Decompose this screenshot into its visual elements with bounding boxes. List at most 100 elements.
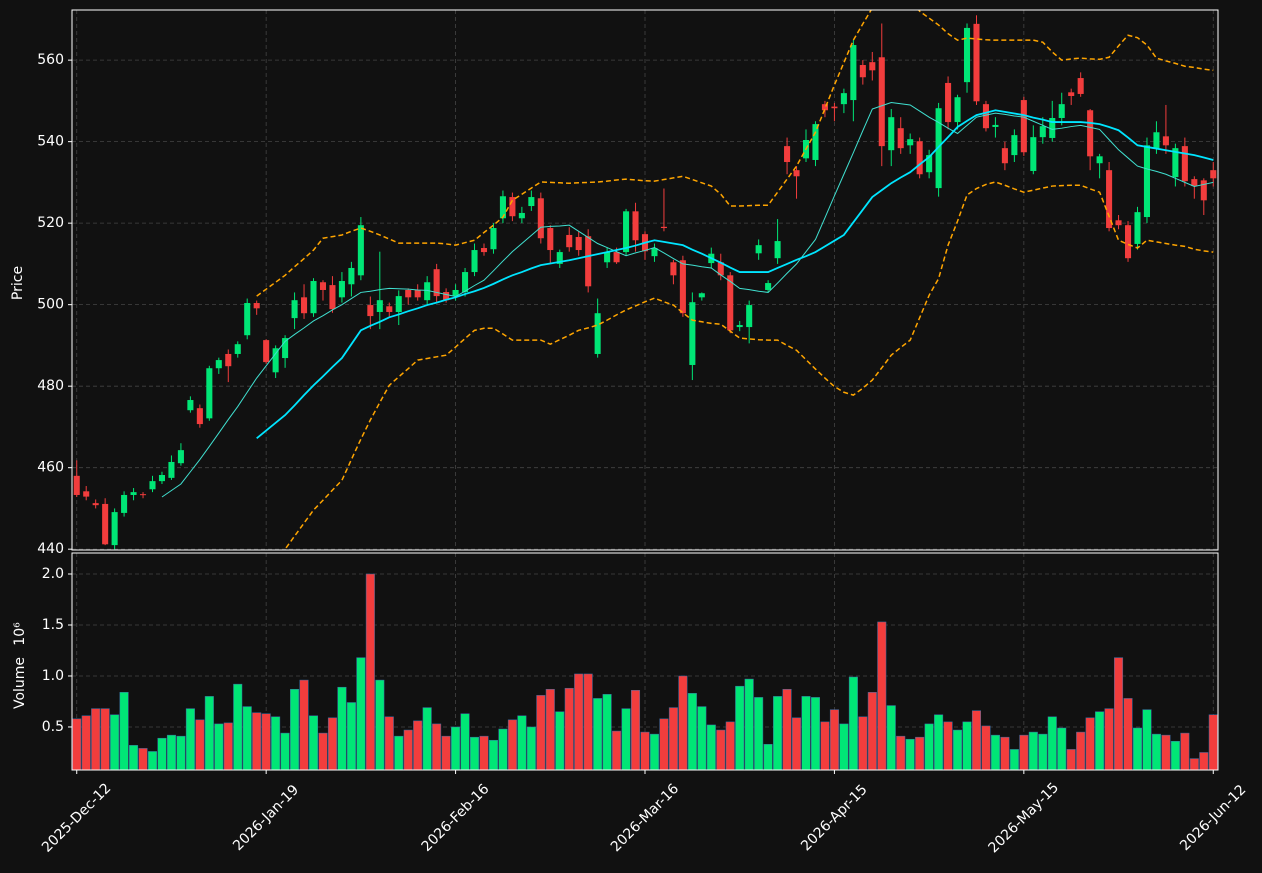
candle-body	[130, 492, 137, 495]
volume-bar	[659, 718, 669, 770]
candle-body	[897, 128, 904, 149]
volume-bar	[915, 736, 925, 770]
candle-body	[386, 306, 393, 312]
volume-bar	[318, 732, 328, 770]
volume-bar	[451, 726, 461, 770]
volume-bar	[432, 723, 442, 770]
candle-body	[746, 305, 753, 328]
volume-bar	[829, 709, 839, 770]
volume-tick-label: 1.0	[42, 668, 64, 684]
volume-bar	[1038, 733, 1048, 770]
candle-body	[1200, 180, 1207, 201]
candle-body	[755, 245, 762, 254]
candle-body	[225, 353, 232, 367]
candle-body	[840, 93, 847, 105]
volume-bar	[1057, 727, 1067, 770]
volume-bar	[792, 717, 802, 770]
volume-plot	[72, 573, 1218, 770]
volume-bar	[896, 735, 906, 770]
candle-body	[973, 23, 980, 102]
candle-body	[1001, 148, 1008, 164]
candle-body	[812, 124, 819, 160]
price-plot	[73, 10, 1217, 550]
candle-body	[196, 408, 203, 425]
candle-body	[140, 494, 147, 496]
candle-body	[1124, 225, 1132, 259]
candle-body	[765, 283, 772, 290]
volume-bar	[1199, 752, 1209, 770]
y-tick-label: 480	[37, 378, 64, 394]
volume-bar	[223, 722, 233, 770]
volume-bar	[91, 708, 101, 770]
volume-bar	[886, 705, 896, 770]
candle-body	[1030, 137, 1037, 171]
volume-bar	[413, 720, 423, 770]
volume-bar	[1208, 714, 1218, 770]
candle-body	[234, 344, 241, 354]
volume-bar	[744, 678, 754, 770]
candle-body	[433, 269, 440, 297]
candle-body	[907, 139, 914, 146]
candle-body	[348, 267, 355, 285]
volume-bar	[403, 729, 413, 770]
volume-bar	[583, 673, 593, 770]
candle-body	[1210, 170, 1217, 179]
volume-bar	[877, 621, 887, 770]
volume-bar	[81, 715, 91, 770]
volume-bar	[394, 735, 404, 770]
volume-bar	[147, 751, 158, 770]
volume-bar	[990, 734, 1000, 770]
volume-bar	[526, 726, 536, 770]
volume-bar	[384, 716, 394, 770]
volume-tick-label: 0.5	[42, 719, 64, 735]
volume-bar	[346, 702, 356, 770]
volume-bar	[138, 748, 148, 770]
volume-bar	[858, 716, 868, 770]
volume-bar	[441, 735, 451, 770]
candle-body	[916, 141, 923, 175]
candle-body	[575, 237, 582, 251]
candle-body	[679, 260, 686, 314]
volume-bar	[166, 734, 176, 770]
candle-body	[206, 368, 213, 419]
volume-bar	[72, 718, 82, 770]
volume-bar	[706, 724, 716, 770]
volume-bar	[848, 676, 858, 770]
volume-bar	[1189, 758, 1199, 770]
candle-body	[357, 225, 364, 276]
price-frame	[71, 9, 1219, 551]
candle-body	[717, 262, 724, 276]
candle-body	[168, 461, 175, 478]
volume-bar	[1095, 711, 1105, 770]
volume-bar	[1000, 736, 1010, 770]
volume-bar	[782, 688, 792, 770]
candle-body	[604, 252, 611, 263]
candle-body	[878, 57, 885, 147]
volume-bar	[365, 573, 375, 770]
candle-body	[291, 300, 298, 319]
candle-body	[1115, 220, 1122, 226]
volume-bar	[924, 723, 934, 770]
candle-body	[263, 340, 270, 363]
candle-body	[282, 338, 289, 359]
candle-body	[945, 82, 952, 123]
candle-body	[367, 305, 374, 317]
volume-bar	[1066, 749, 1076, 770]
candle-body	[1011, 135, 1018, 156]
candle-body	[395, 296, 402, 312]
volume-bar	[119, 692, 129, 770]
indicator-line	[256, 10, 1214, 297]
volume-bar	[233, 683, 243, 770]
candle-body	[859, 65, 866, 78]
candle-body	[850, 45, 857, 101]
candle-body	[774, 241, 781, 259]
volume-bar	[905, 738, 915, 770]
candle-body	[623, 211, 630, 253]
volume-bar	[1076, 731, 1086, 770]
candle-body	[301, 297, 308, 314]
price-grid	[72, 10, 1218, 550]
candle-body	[149, 481, 156, 490]
volume-bar	[498, 728, 508, 770]
volume-bar	[470, 736, 480, 770]
candle-body	[784, 146, 791, 163]
